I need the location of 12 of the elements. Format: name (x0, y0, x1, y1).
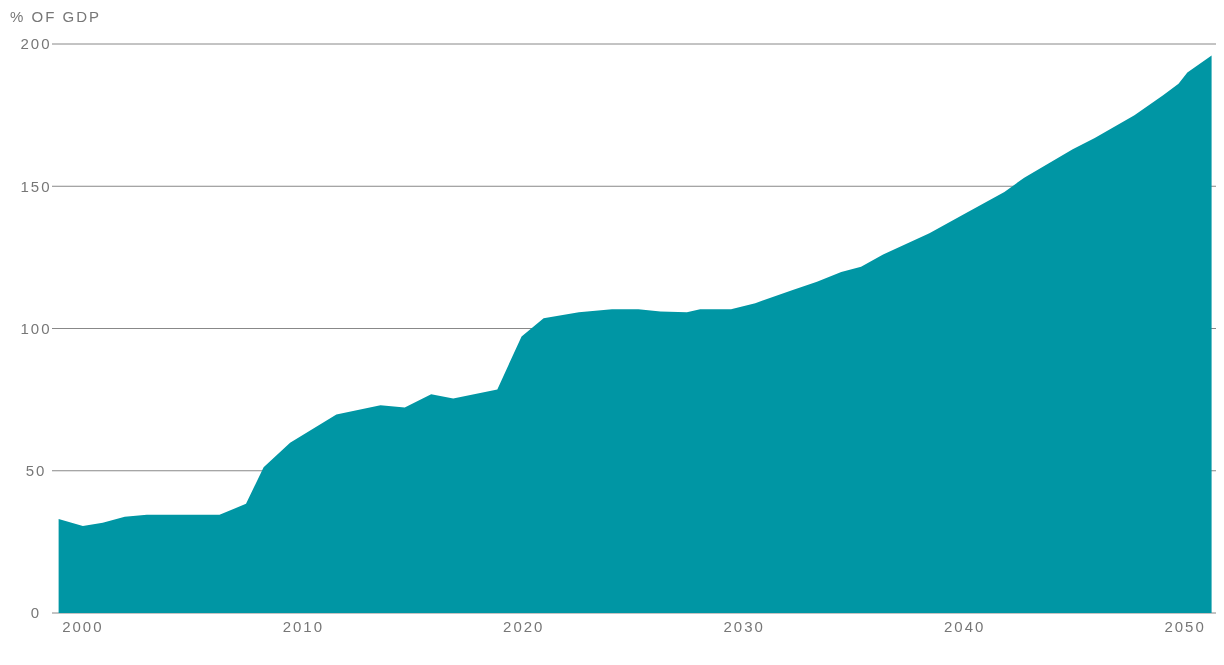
y-tick-label: 50 (25, 462, 47, 480)
y-tick-label: 200 (20, 35, 52, 53)
x-tick-label: 2000 (62, 617, 104, 635)
y-tick-label: 100 (20, 319, 52, 337)
y-tick-label: 150 (20, 177, 52, 195)
x-tick-label: 2050 (1164, 617, 1206, 635)
y-tick-label: 0 (30, 604, 42, 622)
y-axis-title: % OF GDP (10, 8, 102, 25)
x-tick-label: 2040 (943, 617, 986, 635)
x-tick-label: 2010 (282, 617, 325, 635)
x-tick-label: 2030 (723, 617, 765, 635)
x-tick-label: 2020 (503, 617, 545, 635)
